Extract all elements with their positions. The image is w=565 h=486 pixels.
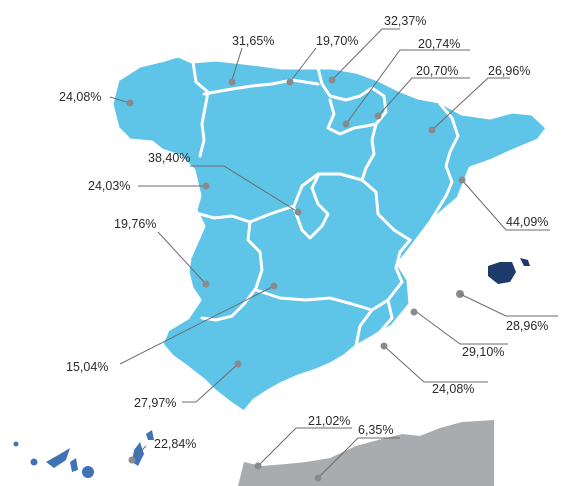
leaders [109, 28, 558, 482]
label-andalucia: 27,97% [134, 396, 176, 410]
border-aragon-cat [428, 102, 460, 224]
balearic-mallorca [488, 262, 516, 284]
label-galicia: 24,08% [59, 90, 101, 104]
label-murcia: 24,08% [432, 382, 474, 396]
label-extremadura: 19,76% [114, 217, 156, 231]
label-ceuta: 21,02% [308, 414, 350, 428]
label-melilla: 6,35% [358, 423, 393, 437]
label-castilla-leon: 24,03% [88, 179, 130, 193]
label-valencia: 29,10% [462, 345, 504, 359]
border-murcia [372, 298, 394, 338]
label-madrid: 38,40% [148, 151, 190, 165]
border-cl-south [198, 172, 364, 224]
balearic-menorca [520, 258, 530, 266]
border-aragon-cl [360, 152, 412, 242]
label-navarra: 20,70% [416, 64, 458, 78]
border-valencia [370, 238, 412, 312]
labels: 24,08% 31,65% 19,70% 32,37% 20,74% 20,70… [59, 14, 548, 451]
label-baleares: 28,96% [506, 319, 548, 333]
label-aragon: 26,96% [488, 64, 530, 78]
label-canarias: 22,84% [154, 437, 196, 451]
border-extremadura [200, 220, 264, 322]
border-rioja [326, 98, 378, 136]
label-asturias: 31,65% [232, 34, 274, 48]
border-andalucia [254, 288, 374, 348]
label-la-rioja: 20,74% [418, 37, 460, 51]
label-cataluna: 44,09% [506, 215, 548, 229]
border-asturias-cantabria [202, 78, 320, 96]
morocco-coast [238, 420, 494, 486]
canary-islands [13, 430, 154, 478]
label-castilla-la-mancha: 15,04% [66, 360, 108, 374]
label-cantabria: 19,70% [316, 34, 358, 48]
border-galicia [191, 60, 210, 158]
border-madrid [292, 174, 330, 240]
label-pais-vasco: 32,37% [384, 14, 426, 28]
